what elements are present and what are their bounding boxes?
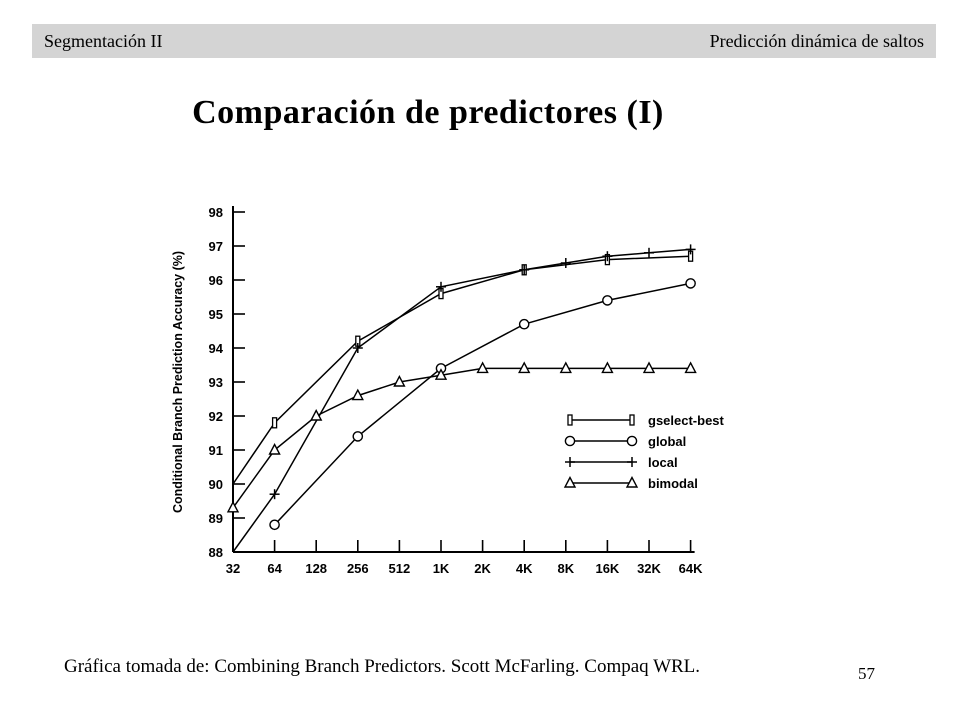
data-point-local	[352, 343, 363, 353]
y-tick-label: 98	[209, 205, 223, 220]
data-point-local	[560, 258, 571, 268]
y-tick-label: 92	[209, 409, 223, 424]
legend-entry: bimodal	[563, 475, 698, 491]
series-line-local	[232, 248, 691, 553]
legend-marker	[563, 475, 577, 488]
y-tick-label: 96	[209, 273, 223, 288]
slide-title: Comparación de predictores (I)	[192, 94, 664, 131]
data-point-bimodal	[351, 388, 364, 401]
y-tick-label: 95	[209, 307, 223, 322]
x-tick-label: 128	[305, 561, 327, 576]
legend-entry: gselect-best	[567, 413, 725, 428]
x-tick-label: 64K	[679, 561, 703, 576]
data-point-bimodal	[684, 361, 697, 374]
accuracy-line-chart: 88 89 90 91 92 93 94 95 96 97 98 32 64 128 256 512 1K 2K 4…	[171, 205, 725, 576]
data-point-local	[644, 247, 654, 258]
legend-marker	[629, 414, 635, 426]
x-tick-label: 16K	[595, 561, 619, 576]
x-tick-label: 256	[347, 561, 369, 576]
legend-marker	[567, 414, 573, 426]
data-point-global	[518, 318, 530, 330]
data-point-bimodal	[601, 361, 614, 374]
data-point-global	[352, 431, 364, 442]
x-tick-label: 1K	[433, 561, 450, 576]
legend-marker	[625, 475, 639, 488]
data-point-bimodal	[434, 368, 448, 380]
data-point-bimodal	[559, 361, 572, 374]
y-tick-label: 91	[209, 443, 223, 458]
data-point-global	[602, 295, 613, 306]
y-tick-label: 90	[209, 477, 223, 492]
y-tick-label: 97	[209, 239, 223, 254]
page-number: 57	[858, 664, 875, 683]
x-tick-label: 32	[226, 561, 240, 576]
data-point-global	[269, 519, 280, 531]
x-tick-label: 4K	[516, 561, 533, 576]
data-point-bimodal	[518, 361, 531, 374]
legend-label: gselect-best	[648, 413, 725, 428]
series-line-gselect-best	[232, 255, 691, 485]
legend-marker	[564, 435, 576, 447]
data-point-local	[436, 281, 446, 292]
data-point-local	[269, 489, 280, 500]
data-point-bimodal	[226, 500, 240, 513]
header-section-title: Segmentación II	[44, 31, 163, 51]
legend-entry: local	[565, 455, 678, 470]
x-tick-label: 32K	[637, 561, 661, 576]
y-tick-label: 89	[209, 511, 223, 526]
legend-label: global	[648, 434, 686, 449]
y-axis-title: Conditional Branch Prediction Accuracy (…	[171, 251, 185, 513]
legend-marker	[627, 457, 637, 467]
data-point-local	[685, 244, 696, 255]
series-line-global	[274, 282, 691, 526]
y-tick-label: 88	[209, 545, 223, 560]
data-point-local	[602, 251, 613, 262]
header-topic-title: Predicción dinámica de saltos	[709, 31, 924, 51]
series-line-bimodal	[232, 367, 691, 509]
x-tick-label: 512	[389, 561, 411, 576]
x-tick-label: 8K	[557, 561, 574, 576]
legend-label: bimodal	[648, 476, 698, 491]
data-point-bimodal	[310, 408, 323, 421]
legend-label: local	[648, 455, 678, 470]
x-tick-label: 2K	[474, 561, 491, 576]
data-point-bimodal	[642, 361, 656, 374]
legend-entry: global	[564, 434, 686, 449]
y-tick-label: 93	[209, 375, 223, 390]
data-point-bimodal	[268, 442, 281, 455]
figure-caption: Gráfica tomada de: Combining Branch Pred…	[64, 656, 701, 677]
x-tick-label: 64	[267, 561, 282, 576]
legend-marker	[626, 435, 638, 447]
data-point-global	[685, 278, 696, 289]
data-point-local	[519, 264, 530, 275]
y-tick-label: 94	[209, 341, 224, 356]
data-point-bimodal	[476, 361, 489, 374]
data-point-gselect-best	[271, 417, 278, 429]
legend-marker	[565, 457, 575, 467]
data-point-bimodal	[393, 374, 406, 387]
slide-header: Segmentación II Predicción dinámica de s…	[32, 24, 936, 58]
